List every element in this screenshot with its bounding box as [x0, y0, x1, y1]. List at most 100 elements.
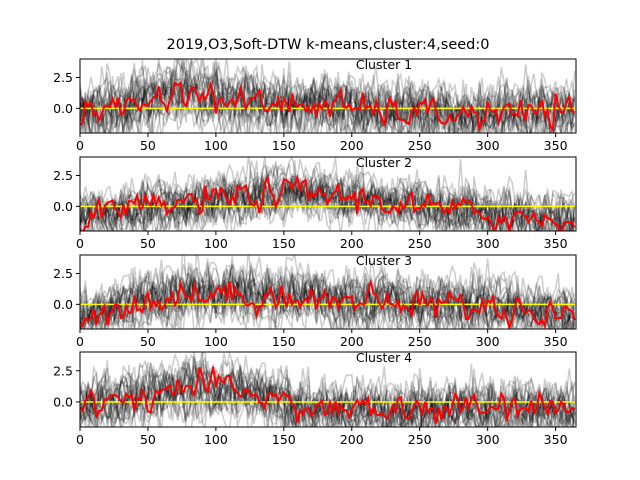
- x-tick-label: 200: [340, 236, 364, 251]
- x-tick-label: 0: [76, 432, 84, 447]
- member-series-line: [80, 357, 576, 427]
- member-series-line: [80, 353, 576, 427]
- member-series-line: [80, 267, 576, 329]
- centroid-line: [80, 81, 576, 133]
- member-series-line: [80, 67, 573, 133]
- member-series-line: [80, 359, 576, 427]
- member-series-line: [80, 356, 575, 427]
- x-tick-label: 50: [140, 334, 156, 349]
- member-series-line: [80, 159, 576, 231]
- x-tick-label: 300: [476, 138, 500, 153]
- axes-frame: [79, 156, 577, 232]
- x-tick-label: 50: [140, 236, 156, 251]
- member-series-line: [80, 161, 576, 231]
- member-series-line: [80, 366, 576, 427]
- x-tick-label: 100: [204, 432, 228, 447]
- axes-frame: [79, 351, 577, 428]
- subplot-cluster-3: 0 50 100 150 200 250 300 350 0.0 2.5 Cluster 3: [53, 253, 577, 349]
- member-series-line: [80, 361, 575, 427]
- x-tick-label: 300: [476, 236, 500, 251]
- x-tick-label: 0: [76, 334, 84, 349]
- x-tick-label: 250: [408, 236, 432, 251]
- member-series-line: [80, 172, 576, 231]
- x-tick-label: 150: [272, 138, 296, 153]
- axes-frame: [79, 58, 577, 134]
- plot-area: [80, 352, 576, 427]
- member-series-line: [82, 262, 576, 329]
- centroid-line: [80, 366, 575, 424]
- x-tick-label: 0: [76, 236, 84, 251]
- member-series-line: [80, 157, 576, 231]
- subplot-title: Cluster 3: [356, 253, 412, 268]
- x-tick-label: 350: [544, 236, 568, 251]
- member-series-line: [80, 59, 576, 133]
- member-series-line: [80, 270, 576, 329]
- x-tick-label: 50: [140, 432, 156, 447]
- figure-title: 2019,O3,Soft-DTW k-means,cluster:4,seed:…: [167, 37, 490, 53]
- member-series-line: [80, 59, 575, 133]
- y-tick-label: 0.0: [53, 101, 73, 116]
- member-series-line: [80, 59, 576, 133]
- member-series-line: [80, 255, 576, 329]
- member-series-line: [80, 73, 576, 133]
- member-series-line: [80, 160, 576, 231]
- y-tick-label: 2.5: [53, 70, 73, 85]
- x-tick-label: 300: [476, 334, 500, 349]
- y-tick-label: 2.5: [53, 168, 73, 183]
- member-series-line: [80, 71, 576, 133]
- y-tick-label: 0.0: [53, 199, 73, 214]
- member-series-line: [80, 172, 573, 231]
- member-series-line: [80, 352, 576, 427]
- member-series-line: [80, 269, 576, 329]
- plot-area: [80, 59, 576, 133]
- x-tick-label: 150: [272, 432, 296, 447]
- y-tick-label: 0.0: [53, 395, 73, 410]
- member-series-line: [80, 59, 576, 133]
- x-tick-label: 250: [408, 138, 432, 153]
- x-tick-label: 350: [544, 432, 568, 447]
- member-series-line: [80, 59, 575, 133]
- y-tick-label: 2.5: [53, 266, 73, 281]
- subplot-title: Cluster 4: [356, 350, 412, 365]
- member-series-line: [80, 65, 576, 133]
- member-series-line: [80, 358, 576, 427]
- x-tick-label: 50: [140, 138, 156, 153]
- member-series-line: [80, 59, 576, 133]
- member-series-line: [80, 360, 576, 427]
- member-series-line: [80, 352, 576, 427]
- member-series-line: [80, 171, 575, 231]
- member-series-line: [80, 157, 574, 231]
- subplot-cluster-2: 0 50 100 150 200 250 300 350 0.0 2.5 Cluster 2: [53, 155, 577, 251]
- y-tick-label: 0.0: [53, 297, 73, 312]
- centroid-line: [80, 173, 576, 231]
- member-series-line: [80, 364, 576, 427]
- member-series-line: [80, 61, 576, 133]
- x-tick-label: 350: [544, 138, 568, 153]
- x-tick-label: 200: [340, 138, 364, 153]
- member-series-line: [80, 173, 576, 231]
- member-series-line: [80, 259, 576, 329]
- y-tick-label: 2.5: [53, 363, 73, 378]
- subplots: 0 50 100 150 200 250 300 350 0.0 2.5 Cluster 1 0 50 1…: [53, 57, 577, 447]
- axes-frame: [79, 254, 577, 330]
- x-tick-label: 200: [340, 334, 364, 349]
- centroid-line: [80, 278, 576, 329]
- subplot-title: Cluster 1: [356, 57, 412, 72]
- subplot-cluster-1: 0 50 100 150 200 250 300 350 0.0 2.5 Cluster 1: [53, 57, 577, 153]
- member-series-line: [80, 361, 576, 427]
- subplot-cluster-4: 0 50 100 150 200 250 300 350 0.0 2.5 Cluster 4: [53, 350, 577, 447]
- x-tick-label: 250: [408, 432, 432, 447]
- x-tick-label: 150: [272, 236, 296, 251]
- member-series-line: [80, 160, 576, 231]
- plot-area: [80, 157, 576, 231]
- x-tick-label: 100: [204, 334, 228, 349]
- member-series-line: [80, 59, 576, 133]
- x-tick-label: 200: [340, 432, 364, 447]
- x-tick-label: 100: [204, 138, 228, 153]
- member-series-line: [80, 71, 576, 133]
- x-tick-label: 350: [544, 334, 568, 349]
- member-series-line: [80, 360, 576, 427]
- member-series-line: [80, 175, 576, 231]
- member-series-line: [80, 168, 576, 231]
